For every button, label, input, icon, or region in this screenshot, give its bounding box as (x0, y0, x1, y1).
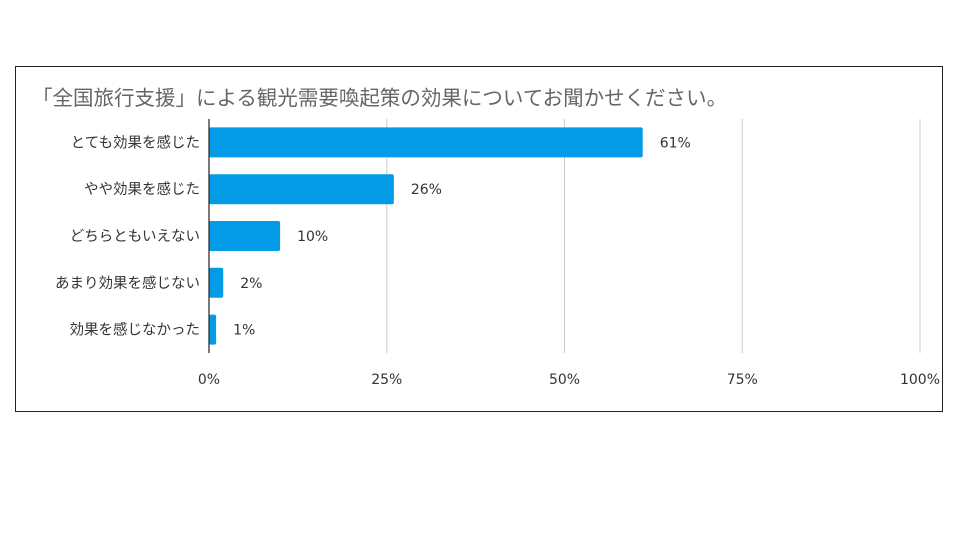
bar-1 (209, 174, 394, 205)
category-label: どちらともいえない (70, 228, 200, 245)
data-label: 2% (240, 276, 262, 292)
data-label: 61% (660, 135, 691, 151)
chart-title: 「全国旅行支援」による観光需要喚起策の効果についてお聞かせください。 (32, 86, 728, 110)
bar-3 (209, 267, 224, 298)
x-tick-label: 25% (371, 372, 402, 388)
data-label: 26% (411, 182, 442, 198)
category-label: 効果を感じなかった (70, 322, 201, 339)
category-label: やや効果を感じた (84, 181, 200, 198)
x-tick-label: 100% (900, 372, 940, 388)
x-tick-label: 0% (198, 372, 220, 388)
category-label: あまり効果を感じない (55, 275, 200, 292)
category-label: とても効果を感じた (71, 134, 200, 151)
bar-2 (209, 221, 281, 251)
data-label: 1% (233, 323, 255, 339)
bar-4 (209, 314, 217, 345)
chart-svg: 0% 25% 50% 75% 100% とても効果を感じた 61% やや効果を感じた 26% どち… (55, 119, 940, 388)
chart-frame: 「全国旅行支援」による観光需要喚起策の効果についてお聞かせください。 0% 25%… (15, 66, 943, 412)
bar-0 (209, 127, 643, 158)
x-tick-label: 75% (727, 372, 758, 388)
x-tick-label: 50% (549, 372, 580, 388)
data-label: 10% (297, 229, 328, 245)
